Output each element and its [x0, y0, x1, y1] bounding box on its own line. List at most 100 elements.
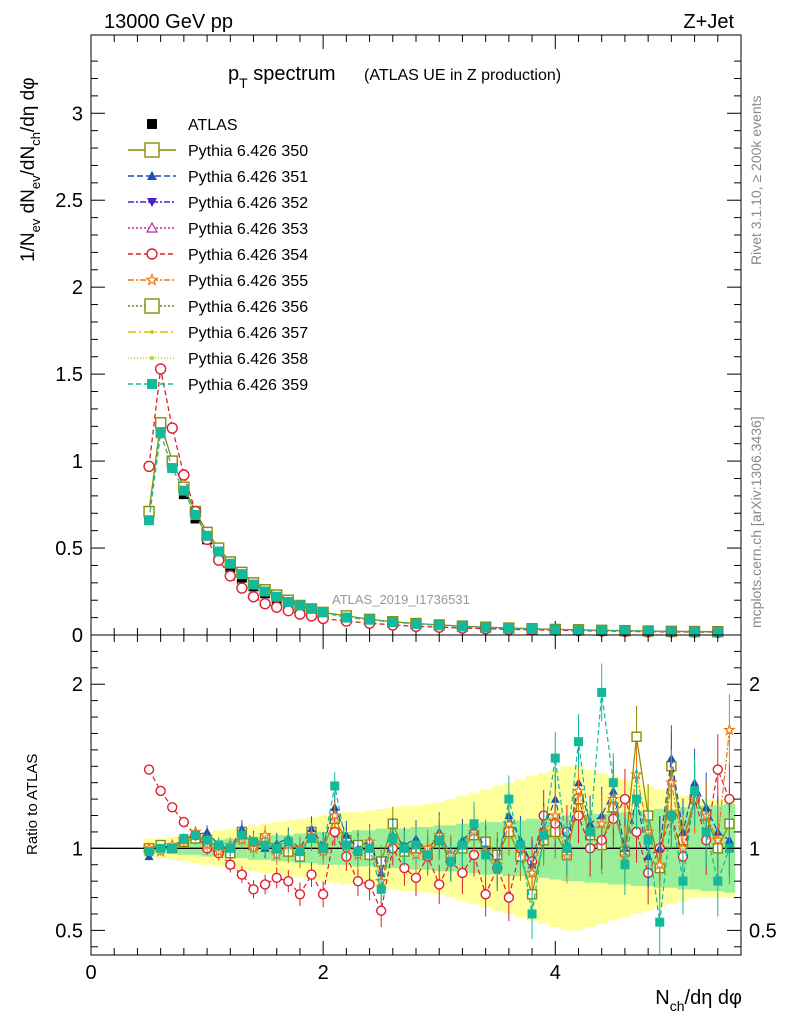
legend-marker: [144, 298, 160, 314]
data-point: [260, 586, 271, 597]
data-point: [318, 843, 328, 853]
data-point: [678, 876, 688, 886]
data-point: [178, 469, 190, 481]
plot-title-note: (ATLAS UE in Z production): [364, 67, 561, 84]
legend-marker: [147, 379, 157, 389]
bottom-ylabel: Ratio to ATLAS: [24, 754, 41, 855]
data-point: [503, 892, 515, 903]
data-point: [410, 872, 422, 884]
data-point: [282, 604, 295, 617]
data-point: [294, 608, 306, 620]
data-point: [190, 830, 200, 840]
main-panel: 0 0.5 1 1.5 2 2.5 3: [55, 34, 742, 647]
data-point: [330, 781, 340, 791]
data-point: [666, 811, 676, 821]
energy-label: 13000 GeV pp: [104, 11, 233, 33]
data-point: [306, 869, 317, 880]
data-point: [143, 505, 155, 518]
data-point: [352, 875, 364, 887]
legend-marker: [146, 248, 158, 260]
title-spectrum: spectrum: [248, 63, 336, 85]
data-point: [307, 833, 317, 843]
ratio-y-tick-label: 2: [72, 674, 83, 696]
analysis-id: ATLAS_2019_I1736531: [332, 592, 470, 607]
data-point: [619, 793, 631, 805]
data-point: [294, 600, 305, 611]
data-point: [690, 786, 700, 796]
data-point: [423, 850, 433, 860]
data-point: [318, 607, 329, 618]
legend-label: Pythia 6.426 353: [188, 221, 308, 238]
data-point: [306, 603, 317, 614]
ratio-y-tick-label: 1: [72, 838, 83, 860]
main-series-3: [144, 428, 723, 637]
ratio-y-tick-label-right: 2: [749, 674, 760, 696]
data-point: [271, 601, 283, 613]
data-point: [178, 485, 189, 496]
legend-entry-4: Pythia 6.426 353: [128, 221, 308, 238]
data-point: [271, 872, 282, 884]
data-point: [294, 889, 306, 900]
legend-marker: [147, 171, 157, 180]
data-point: [283, 596, 294, 607]
legend-label: Pythia 6.426 356: [188, 299, 308, 316]
data-point: [341, 612, 352, 623]
y-tick-label: 0.5: [55, 538, 83, 560]
data-point: [154, 363, 167, 375]
data-point: [179, 833, 189, 843]
data-point: [259, 879, 271, 890]
data-point: [190, 510, 201, 520]
data-point: [388, 833, 398, 843]
title-T: T: [239, 75, 248, 91]
data-point: [225, 558, 236, 569]
data-point: [457, 621, 468, 632]
legend-label: Pythia 6.426 359: [188, 377, 308, 394]
data-point: [595, 817, 609, 830]
plot-title: pT spectrum: [228, 63, 336, 91]
data-point: [167, 802, 178, 813]
data-point: [480, 889, 491, 900]
data-point: [365, 843, 375, 853]
data-point: [399, 843, 409, 853]
ratio-y-tick-label-right: 0.5: [749, 920, 777, 942]
data-point: [249, 837, 258, 847]
data-point: [328, 808, 342, 821]
y-tick-label: 3: [72, 103, 83, 125]
rivet-label: Rivet 3.1.10, ≥ 200k events: [748, 95, 764, 265]
data-point: [202, 835, 212, 845]
data-point: [713, 876, 723, 886]
data-point: [596, 625, 607, 636]
data-point: [214, 840, 224, 850]
data-point: [712, 626, 723, 637]
data-point: [527, 909, 537, 919]
legend-marker: [150, 330, 154, 334]
data-point: [527, 623, 538, 634]
data-point: [515, 840, 525, 850]
data-point: [457, 840, 467, 850]
data-point: [213, 546, 224, 557]
data-point: [387, 617, 398, 628]
legend-label: Pythia 6.426 350: [188, 143, 308, 160]
data-point: [724, 793, 735, 805]
data-point: [178, 816, 190, 828]
data-point: [655, 917, 665, 927]
data-point: [247, 591, 260, 603]
data-point: [155, 785, 166, 797]
data-point: [608, 778, 618, 788]
data-point: [260, 840, 270, 850]
data-point: [154, 417, 167, 429]
data-point: [236, 569, 247, 580]
data-point: [632, 794, 642, 804]
data-point: [653, 857, 667, 871]
legend-marker: [150, 356, 154, 360]
legend-marker: [147, 198, 157, 207]
legend-label: Pythia 6.426 351: [188, 169, 308, 186]
data-point: [236, 582, 248, 594]
legend-label: Pythia 6.426 357: [188, 325, 308, 342]
data-point: [225, 843, 235, 853]
data-point: [503, 623, 514, 634]
legend-label: Pythia 6.426 358: [188, 351, 308, 368]
y-tick-label: 1.5: [55, 364, 83, 386]
data-point: [481, 850, 491, 860]
